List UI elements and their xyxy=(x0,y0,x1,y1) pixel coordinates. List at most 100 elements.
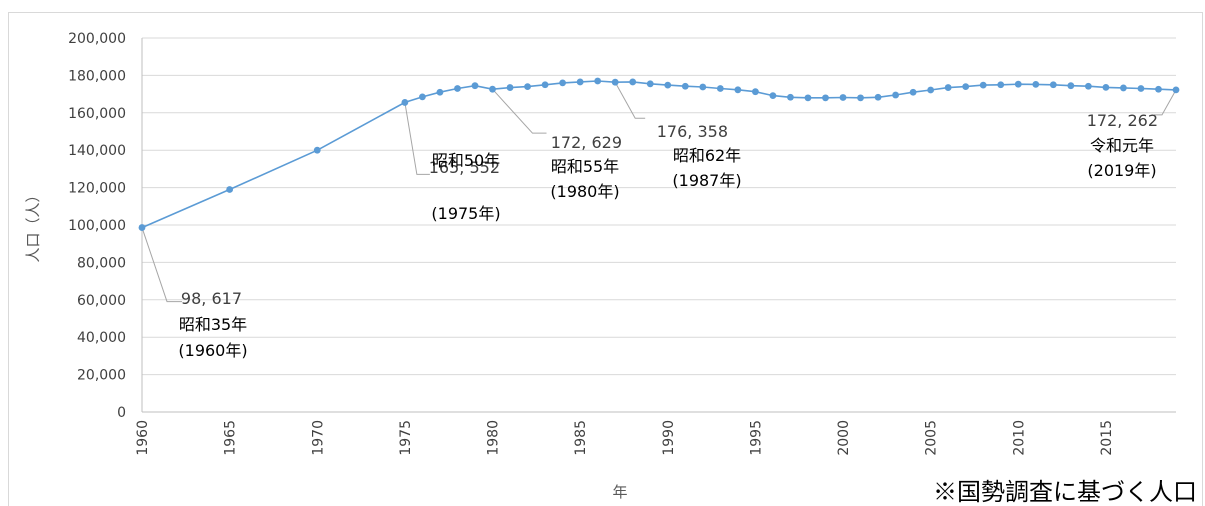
x-tick-label: 1970 xyxy=(310,420,326,456)
y-tick-label: 20,000 xyxy=(77,368,126,384)
data-point xyxy=(681,82,689,90)
data-point xyxy=(401,99,409,106)
data-point xyxy=(1067,82,1075,90)
x-axis-title: 年 xyxy=(612,483,627,501)
annotation-era: 令和元年 xyxy=(1090,136,1154,155)
data-point xyxy=(944,84,952,91)
data-point xyxy=(892,91,899,99)
data-point xyxy=(874,93,882,101)
footnote: ※国勢調査に基づく人口 xyxy=(933,478,1197,506)
data-point xyxy=(611,78,619,86)
annotation-leaders xyxy=(141,81,1177,303)
x-tick-label: 1960 xyxy=(135,420,151,456)
chart-frame xyxy=(8,12,1203,506)
data-point xyxy=(226,186,234,193)
data-point xyxy=(839,94,847,101)
data-point xyxy=(576,78,584,86)
data-point xyxy=(454,85,461,92)
y-tick-label: 200,000 xyxy=(68,31,126,47)
data-point xyxy=(436,88,444,96)
x-tick-label: 1995 xyxy=(748,420,764,456)
data-point xyxy=(1120,84,1127,92)
data-point xyxy=(489,85,496,93)
population-series-line xyxy=(141,80,1177,229)
x-tick-label: 1985 xyxy=(573,420,589,456)
annotation-era: 昭和55年 xyxy=(551,157,619,176)
data-point xyxy=(594,77,602,85)
annotation-era: 昭和35年 xyxy=(179,315,247,334)
x-tick-label: 1990 xyxy=(661,420,677,456)
y-tick-label: 40,000 xyxy=(77,330,126,346)
y-tick-label: 80,000 xyxy=(77,255,126,271)
data-point xyxy=(716,85,724,92)
x-tick-label: 2005 xyxy=(924,420,940,456)
annotation-year: (1975年) xyxy=(431,204,500,223)
data-point xyxy=(787,93,794,101)
y-tick-label: 180,000 xyxy=(68,68,126,84)
annotation-value: 172, 262 xyxy=(1087,111,1158,130)
data-point xyxy=(962,83,970,91)
data-point xyxy=(1032,80,1040,88)
annotation-year: (2019年) xyxy=(1087,161,1156,180)
annotation-year: (1960年) xyxy=(178,341,247,360)
data-point xyxy=(524,83,531,91)
data-point xyxy=(313,146,321,154)
population-series-points xyxy=(138,77,1180,231)
annotation-leader xyxy=(614,81,646,119)
annotation-value: 176, 358 xyxy=(657,122,728,141)
x-axis-tick-labels: 1960 1965 1970 1975 1980 1985 1990 1995 2000 2005… xyxy=(135,420,1115,456)
annotation-leader xyxy=(141,227,182,303)
x-tick-label: 1975 xyxy=(398,420,414,456)
y-tick-label: 120,000 xyxy=(68,181,126,197)
y-tick-label: 160,000 xyxy=(68,106,126,122)
annotation-value: 165, 552 xyxy=(429,158,500,177)
data-point xyxy=(138,224,146,231)
annotation-value: 98, 617 xyxy=(181,289,242,308)
y-tick-label: 100,000 xyxy=(68,218,126,234)
data-point xyxy=(822,94,829,102)
data-point xyxy=(909,88,917,96)
data-point xyxy=(1049,81,1057,89)
data-point xyxy=(997,81,1005,89)
data-point xyxy=(664,81,672,89)
data-point xyxy=(979,81,987,89)
data-point xyxy=(1014,80,1022,88)
data-point xyxy=(1102,83,1110,91)
gridlines xyxy=(142,37,1176,376)
annotation-value: 172, 629 xyxy=(551,133,622,152)
data-point xyxy=(1172,86,1180,94)
data-point xyxy=(1137,85,1145,92)
annotation-leader xyxy=(1154,89,1177,116)
data-point xyxy=(927,86,935,94)
annotation-year: (1987年) xyxy=(672,171,741,190)
x-tick-label: 1980 xyxy=(486,420,502,456)
annotation-leader xyxy=(492,88,547,134)
y-tick-label: 60,000 xyxy=(77,293,126,309)
data-point xyxy=(804,94,812,102)
data-point xyxy=(1155,85,1162,93)
data-point xyxy=(506,84,514,91)
annotation-year: (1980年) xyxy=(550,182,619,201)
data-point xyxy=(751,88,759,96)
y-tick-label: 140,000 xyxy=(68,143,126,159)
annotation-era: 昭和62年 xyxy=(673,146,741,165)
data-point xyxy=(857,94,864,102)
data-point xyxy=(629,78,637,86)
data-point xyxy=(419,93,426,101)
data-point xyxy=(559,79,567,87)
x-tick-label: 1965 xyxy=(223,420,239,456)
data-point xyxy=(541,81,549,89)
x-tick-label: 2000 xyxy=(836,420,852,456)
y-axis-title: 人口（人） xyxy=(24,187,42,262)
y-tick-label: 0 xyxy=(117,405,126,421)
data-point xyxy=(769,92,777,99)
x-tick-label: 2015 xyxy=(1099,420,1115,456)
annotation-leader xyxy=(404,102,430,175)
data-point xyxy=(646,80,654,88)
data-point xyxy=(471,82,479,90)
x-tick-label: 2010 xyxy=(1011,420,1027,456)
data-point xyxy=(1084,82,1092,90)
y-axis-tick-labels: 0 20,000 40,000 60,000 80,000 100,000 120,000 1… xyxy=(68,31,126,421)
